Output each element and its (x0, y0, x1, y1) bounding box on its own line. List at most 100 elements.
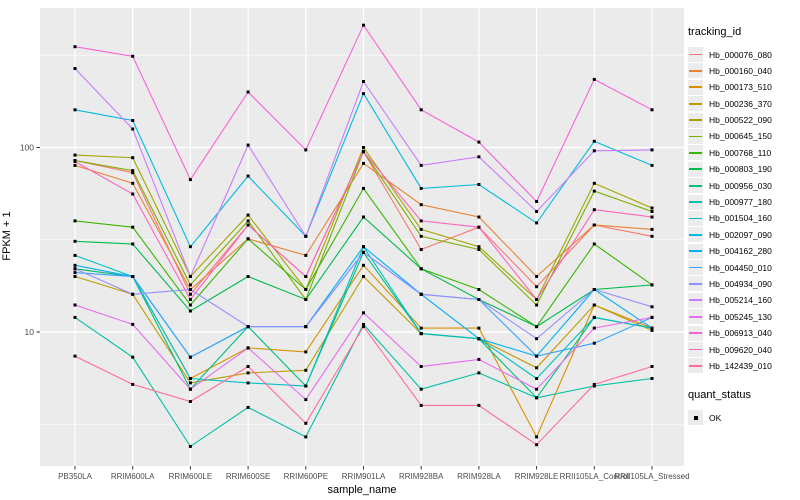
data-point (362, 215, 365, 219)
data-point (131, 119, 135, 122)
data-point (246, 237, 250, 241)
swatch-line-icon (689, 201, 702, 203)
data-point (362, 80, 365, 83)
legend-key-swatch (688, 292, 703, 308)
data-point (592, 384, 596, 388)
x-tick-label: RRIM901LA (342, 472, 386, 481)
legend-item-label: Hb_001504_160 (709, 213, 772, 224)
data-point (304, 148, 308, 152)
swatch-line-icon (689, 53, 702, 56)
data-point (73, 45, 77, 49)
data-point (477, 183, 481, 186)
data-point (592, 303, 596, 307)
x-tick-label: PB350LA (58, 472, 92, 481)
data-point (650, 227, 654, 231)
legend-item-Hb_000522_090: Hb_000522_090 (688, 112, 798, 128)
data-point (131, 156, 135, 160)
data-point (650, 326, 654, 330)
x-tick-label: RRII105LA_Control (560, 472, 630, 481)
legend-item-Hb_000160_040: Hb_000160_040 (688, 63, 798, 79)
data-point (246, 219, 250, 223)
y-tick-label: 10 (25, 327, 35, 337)
swatch-line-icon (689, 184, 702, 187)
legend-item-label: Hb_000977_180 (709, 197, 772, 208)
swatch-line-icon (689, 69, 702, 72)
swatch-line-icon (689, 332, 702, 335)
data-point (419, 403, 423, 407)
data-point (188, 381, 192, 385)
data-point (131, 382, 135, 386)
legend-item-Hb_000173_510: Hb_000173_510 (688, 79, 798, 95)
legend-key-swatch (688, 128, 703, 144)
data-point (131, 275, 135, 278)
legend-item-label: Hb_002097_090 (709, 229, 772, 240)
legend-item-Hb_009620_040: Hb_009620_040 (688, 342, 798, 358)
y-tick-label: 100 (20, 143, 34, 153)
data-point (188, 309, 192, 313)
swatch-line-icon (689, 217, 702, 220)
data-point (73, 303, 77, 307)
legend-item-Hb_000977_180: Hb_000977_180 (688, 194, 798, 210)
data-point (246, 213, 250, 217)
data-point (188, 178, 192, 182)
data-point (304, 398, 308, 402)
data-point (188, 245, 192, 249)
data-point (362, 146, 365, 149)
data-point (304, 234, 308, 238)
legend-item-label: Hb_009620_040 (709, 344, 772, 355)
data-point (592, 189, 596, 193)
legend-key-swatch (688, 112, 703, 128)
data-point (246, 346, 250, 350)
data-point (592, 315, 596, 319)
legend-title-tracking-id: tracking_id (688, 26, 742, 38)
legend-item-label: Hb_006913_040 (709, 328, 772, 339)
data-point (131, 225, 135, 229)
data-point (650, 210, 654, 213)
legend-key-swatch (688, 194, 703, 210)
data-point (73, 239, 77, 243)
data-point (246, 90, 250, 94)
legend-key-swatch (688, 358, 703, 374)
data-point (535, 354, 539, 358)
data-point (477, 371, 481, 375)
data-point (419, 203, 423, 207)
y-axis-title: FPKM + 1 (1, 211, 13, 261)
data-point (362, 275, 365, 278)
legend-item-ok: OK (688, 410, 798, 426)
data-point (362, 92, 365, 96)
data-point (477, 288, 481, 291)
legend-item-label: Hb_000076_080 (709, 49, 772, 60)
data-point (188, 275, 192, 278)
data-point (535, 387, 539, 391)
plot-area (40, 8, 684, 466)
data-point (362, 263, 365, 267)
data-point (650, 305, 654, 309)
data-point (535, 200, 539, 203)
data-point (362, 325, 365, 329)
data-point (362, 322, 365, 326)
legend-key-swatch (688, 145, 703, 161)
legend-item-Hb_142439_010: Hb_142439_010 (688, 358, 798, 374)
data-point (477, 326, 481, 330)
data-point (650, 365, 654, 368)
data-point (477, 298, 481, 301)
data-point (304, 384, 308, 388)
data-point (535, 396, 539, 400)
data-point (592, 242, 596, 246)
data-point (246, 223, 250, 227)
legend-item-Hb_000768_110: Hb_000768_110 (688, 145, 798, 161)
data-point (477, 248, 481, 251)
x-tick-label: RRIM928LA (457, 472, 501, 481)
swatch-line-icon (689, 135, 702, 138)
data-point (304, 421, 308, 425)
legend-item-label: Hb_142439_010 (709, 360, 772, 371)
data-point (73, 163, 77, 167)
data-point (592, 208, 596, 212)
legend-item-Hb_000956_030: Hb_000956_030 (688, 178, 798, 194)
black-square-point-icon (693, 415, 698, 420)
legend-item-label: Hb_000645_150 (709, 131, 772, 142)
data-point (477, 357, 481, 361)
data-point (246, 371, 250, 375)
legend-title-quant-status: quant_status (688, 389, 751, 402)
